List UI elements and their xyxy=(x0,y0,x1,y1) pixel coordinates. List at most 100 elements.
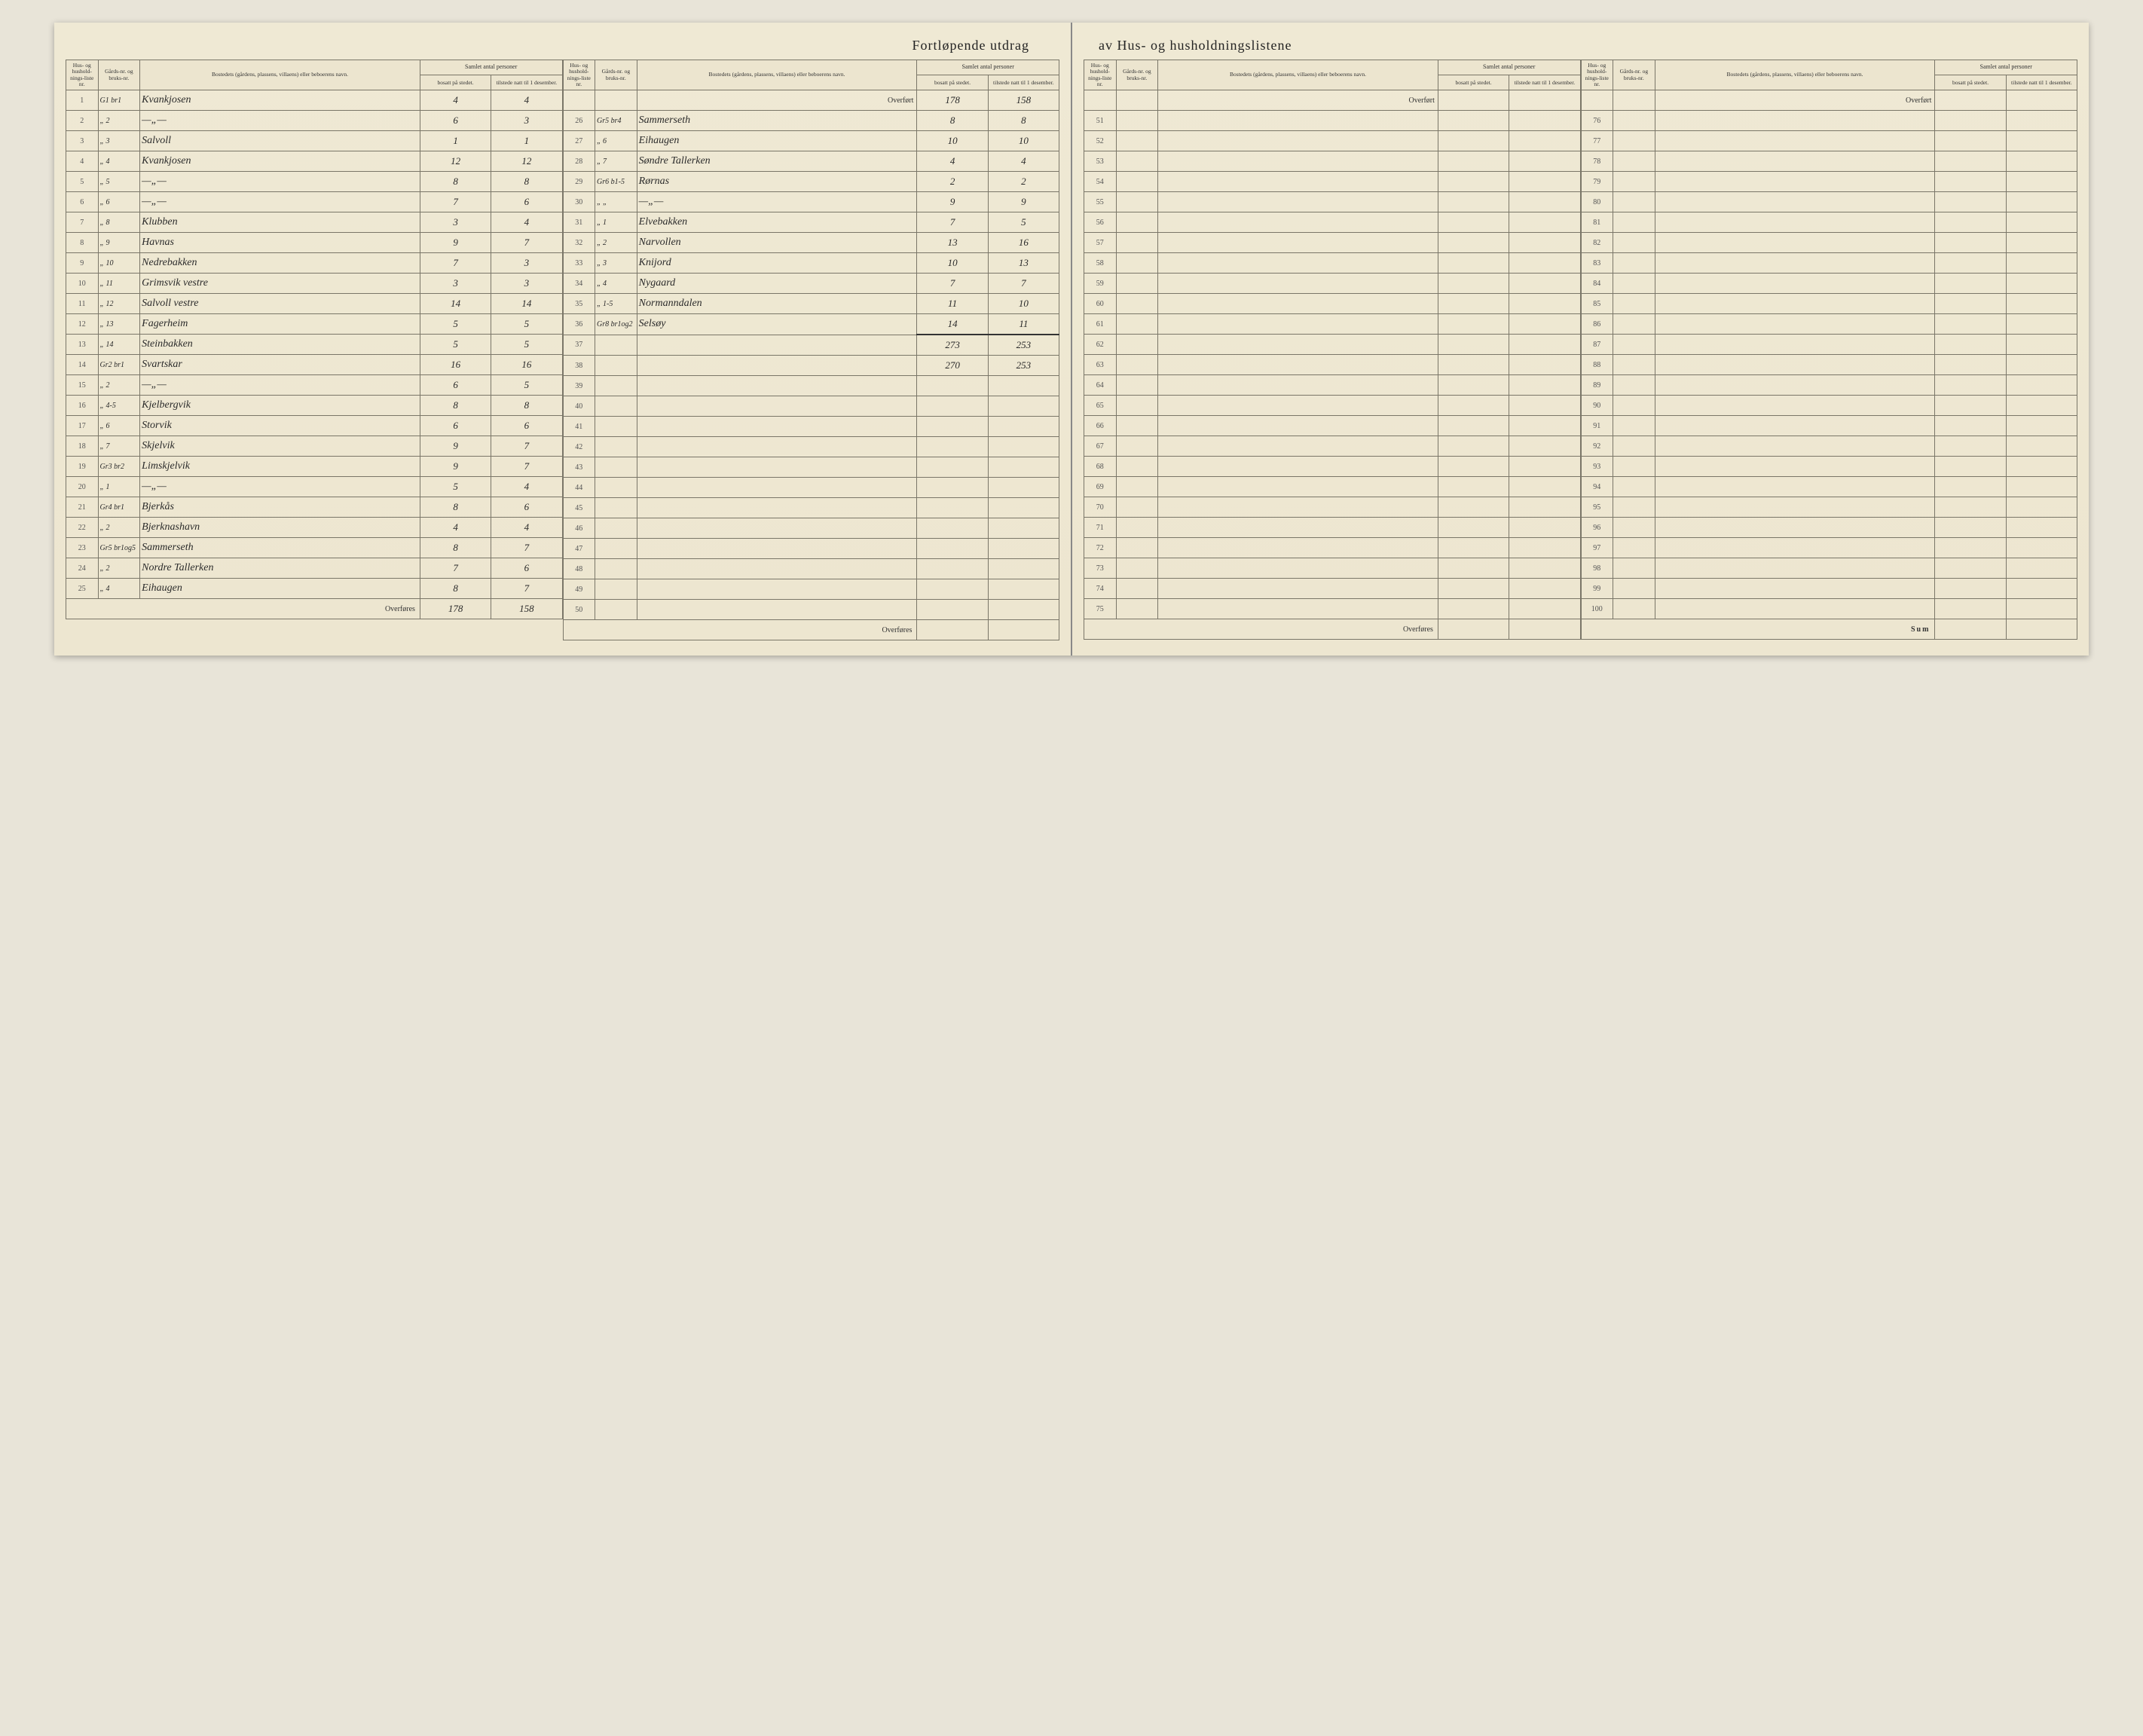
row-gard: „ 2 xyxy=(98,558,140,579)
table-row: 41 xyxy=(563,417,1059,437)
row-nr: 21 xyxy=(66,497,99,518)
row-bosatt: 5 xyxy=(420,477,491,497)
row-name: —„— xyxy=(140,111,420,131)
row-name xyxy=(1158,233,1438,253)
row-name xyxy=(1158,355,1438,375)
row-gard xyxy=(1116,192,1158,212)
row-nr: 6 xyxy=(66,192,99,212)
row-nr: 55 xyxy=(1084,192,1117,212)
row-tilstede xyxy=(2006,497,2077,518)
table-row: 21Gr4 br1Bjerkås86 xyxy=(66,497,563,518)
table-row: 6„ 6—„—76 xyxy=(66,192,563,212)
hdr-bosted: Bostedets (gårdens, plassens, villaens) … xyxy=(140,60,420,90)
row-bosatt xyxy=(1935,457,2006,477)
table-row: 89 xyxy=(1581,375,2077,396)
row-gard xyxy=(595,478,637,498)
row-name: Fagerheim xyxy=(140,314,420,335)
row-nr: 3 xyxy=(66,131,99,151)
table-row: 26Gr5 br4Sammerseth88 xyxy=(563,111,1059,131)
row-nr: 72 xyxy=(1084,538,1117,558)
row-bosatt: 1 xyxy=(420,131,491,151)
row-gard xyxy=(595,518,637,539)
row-name: Bjerkås xyxy=(140,497,420,518)
table-row: 40 xyxy=(563,396,1059,417)
row-gard xyxy=(1613,558,1655,579)
row-bosatt xyxy=(1438,253,1509,274)
row-name xyxy=(637,396,917,417)
row-gard: G1 br1 xyxy=(98,90,140,111)
row-bosatt xyxy=(1438,396,1509,416)
row-nr: 32 xyxy=(563,233,595,253)
table-row: 71 xyxy=(1084,518,1581,538)
row-tilstede xyxy=(2006,599,2077,619)
row-nr: 95 xyxy=(1581,497,1613,518)
row-bosatt xyxy=(1935,579,2006,599)
row-nr: 75 xyxy=(1084,599,1117,619)
row-name: Skjelvik xyxy=(140,436,420,457)
row-bosatt xyxy=(1438,131,1509,151)
block-1: Hus- og hushold-nings-liste nr. Gårds-nr… xyxy=(66,60,563,640)
sum-label: Sum xyxy=(1581,619,1935,640)
row-tilstede xyxy=(988,457,1059,478)
row-nr: 86 xyxy=(1581,314,1613,335)
row-name xyxy=(1158,416,1438,436)
row-tilstede xyxy=(1509,579,1580,599)
row-bosatt xyxy=(1935,416,2006,436)
row-gard xyxy=(1613,111,1655,131)
row-tilstede xyxy=(2006,579,2077,599)
row-bosatt: 14 xyxy=(420,294,491,314)
row-nr: 62 xyxy=(1084,335,1117,355)
row-name: Svartskar xyxy=(140,355,420,375)
row-name xyxy=(1655,151,1935,172)
row-nr: 41 xyxy=(563,417,595,437)
row-tilstede xyxy=(1509,558,1580,579)
table-row: 54 xyxy=(1084,172,1581,192)
row-nr: 82 xyxy=(1581,233,1613,253)
row-tilstede xyxy=(2006,151,2077,172)
row-bosatt xyxy=(1935,497,2006,518)
row-nr: 36 xyxy=(563,314,595,335)
row-nr: 38 xyxy=(563,356,595,376)
row-nr: 61 xyxy=(1084,314,1117,335)
row-nr: 13 xyxy=(66,335,99,355)
table-row: 2„ 2—„—63 xyxy=(66,111,563,131)
table-row: 5„ 5—„—88 xyxy=(66,172,563,192)
row-tilstede xyxy=(1509,599,1580,619)
row-nr: 84 xyxy=(1581,274,1613,294)
table-row: 76 xyxy=(1581,111,2077,131)
table-row: 93 xyxy=(1581,457,2077,477)
row-gard xyxy=(1613,579,1655,599)
hdr-bosatt: bosatt på stedet. xyxy=(420,75,491,90)
row-gard xyxy=(1116,579,1158,599)
left-page: Fortløpende utdrag Hus- og hushold-nings… xyxy=(54,23,1072,656)
row-nr: 56 xyxy=(1084,212,1117,233)
row-name xyxy=(637,417,917,437)
row-name: Grimsvik vestre xyxy=(140,274,420,294)
row-gard xyxy=(595,417,637,437)
row-nr: 88 xyxy=(1581,355,1613,375)
row-bosatt: 14 xyxy=(917,314,988,335)
row-nr: 73 xyxy=(1084,558,1117,579)
row-nr: 89 xyxy=(1581,375,1613,396)
row-bosatt xyxy=(1438,375,1509,396)
row-bosatt xyxy=(1935,396,2006,416)
row-gard: „ 3 xyxy=(595,253,637,274)
row-gard xyxy=(1613,477,1655,497)
row-bosatt xyxy=(1935,212,2006,233)
row-nr: 31 xyxy=(563,212,595,233)
row-tilstede xyxy=(1509,457,1580,477)
row-bosatt xyxy=(1438,314,1509,335)
row-tilstede: 11 xyxy=(988,314,1059,335)
row-gard xyxy=(1116,111,1158,131)
overfort-tilstede: 158 xyxy=(988,90,1059,111)
table-row: 36Gr8 br1og2Selsøy1411 xyxy=(563,314,1059,335)
row-bosatt xyxy=(1438,172,1509,192)
row-tilstede: 8 xyxy=(491,396,562,416)
table-row: 17„ 6Storvik66 xyxy=(66,416,563,436)
row-name: Søndre Tallerken xyxy=(637,151,917,172)
row-nr: 16 xyxy=(66,396,99,416)
row-bosatt xyxy=(917,539,988,559)
row-name xyxy=(1655,457,1935,477)
row-tilstede xyxy=(2006,294,2077,314)
row-bosatt: 10 xyxy=(917,131,988,151)
